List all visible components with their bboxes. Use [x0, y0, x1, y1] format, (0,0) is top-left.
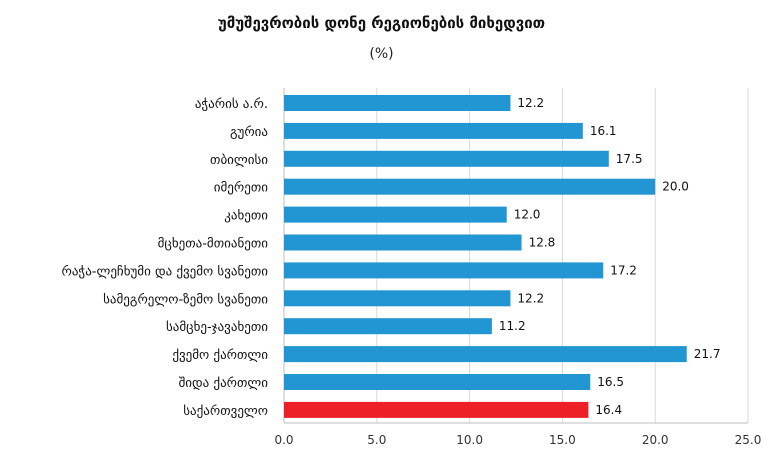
data-label: 21.7 — [694, 347, 721, 361]
bar — [284, 374, 591, 390]
category-label: საქართველო — [183, 404, 268, 419]
chart-title: უმუშევრობის დონე რეგიონების მიხედვით — [217, 14, 546, 32]
data-label: 17.5 — [616, 152, 643, 166]
data-label: 12.2 — [517, 291, 544, 305]
bar — [284, 150, 609, 167]
bar — [284, 290, 511, 307]
bar — [284, 206, 507, 223]
x-tick-label: 5.0 — [367, 433, 386, 447]
data-label: 20.0 — [662, 180, 689, 194]
data-label: 16.4 — [595, 403, 622, 417]
bar — [284, 262, 604, 279]
bar — [284, 95, 511, 111]
x-tick-label: 20.0 — [642, 433, 669, 447]
x-tick-label: 25.0 — [735, 433, 762, 447]
data-label: 17.2 — [610, 263, 637, 277]
category-label: გურია — [230, 125, 268, 140]
data-label: 16.5 — [597, 375, 624, 389]
bar — [284, 122, 583, 139]
bar — [284, 234, 522, 251]
category-label: ქვემო ქართლი — [172, 348, 268, 363]
x-tick-label: 15.0 — [549, 433, 576, 447]
category-label: მცხეთა-მთიანეთი — [158, 237, 269, 252]
bar — [284, 401, 589, 418]
chart-subtitle: (%) — [369, 46, 394, 62]
category-label: კახეთი — [224, 209, 268, 224]
data-label: 16.1 — [590, 124, 617, 138]
category-label: სამეგრელო-ზემო სვანეთი — [103, 292, 268, 307]
category-label: აჭარის ა.რ. — [195, 97, 268, 112]
data-label: 11.2 — [499, 319, 526, 333]
data-label: 12.8 — [529, 236, 556, 250]
category-label: სამცხე-ჯავახეთი — [166, 320, 268, 335]
category-label: რაჭა-ლეჩხუმი და ქვემო სვანეთი — [61, 264, 268, 279]
data-label: 12.2 — [517, 96, 544, 110]
data-label: 12.0 — [514, 208, 541, 222]
bar — [284, 318, 492, 335]
category-label: შიდა ქართლი — [179, 376, 269, 391]
x-tick-label: 10.0 — [456, 433, 483, 447]
category-label: თბილისი — [210, 153, 268, 168]
x-tick-label: 0.0 — [274, 433, 293, 447]
category-label: იმერეთი — [214, 181, 268, 196]
bar — [284, 346, 687, 363]
bar — [284, 178, 656, 195]
